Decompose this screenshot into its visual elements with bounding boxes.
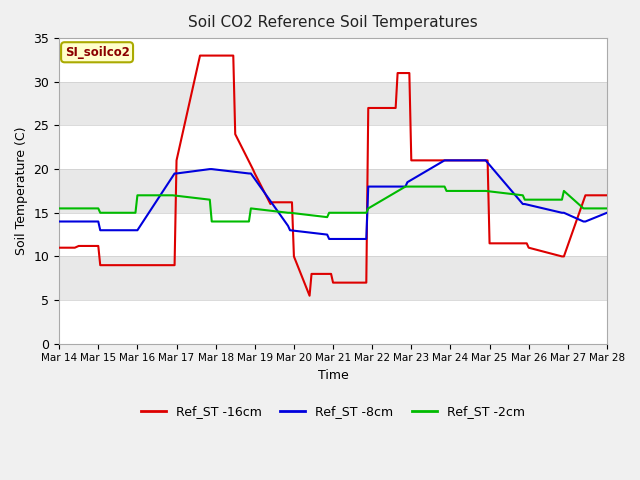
Bar [59,125,607,169]
X-axis label: Time: Time [317,369,348,382]
Text: SI_soilco2: SI_soilco2 [65,46,129,59]
Bar [59,38,607,82]
Bar [59,169,607,213]
Y-axis label: Soil Temperature (C): Soil Temperature (C) [15,127,28,255]
Legend: Ref_ST -16cm, Ref_ST -8cm, Ref_ST -2cm: Ref_ST -16cm, Ref_ST -8cm, Ref_ST -2cm [136,400,531,423]
Title: Soil CO2 Reference Soil Temperatures: Soil CO2 Reference Soil Temperatures [188,15,478,30]
Bar [59,82,607,125]
Bar [59,256,607,300]
Bar [59,300,607,344]
Bar [59,213,607,256]
